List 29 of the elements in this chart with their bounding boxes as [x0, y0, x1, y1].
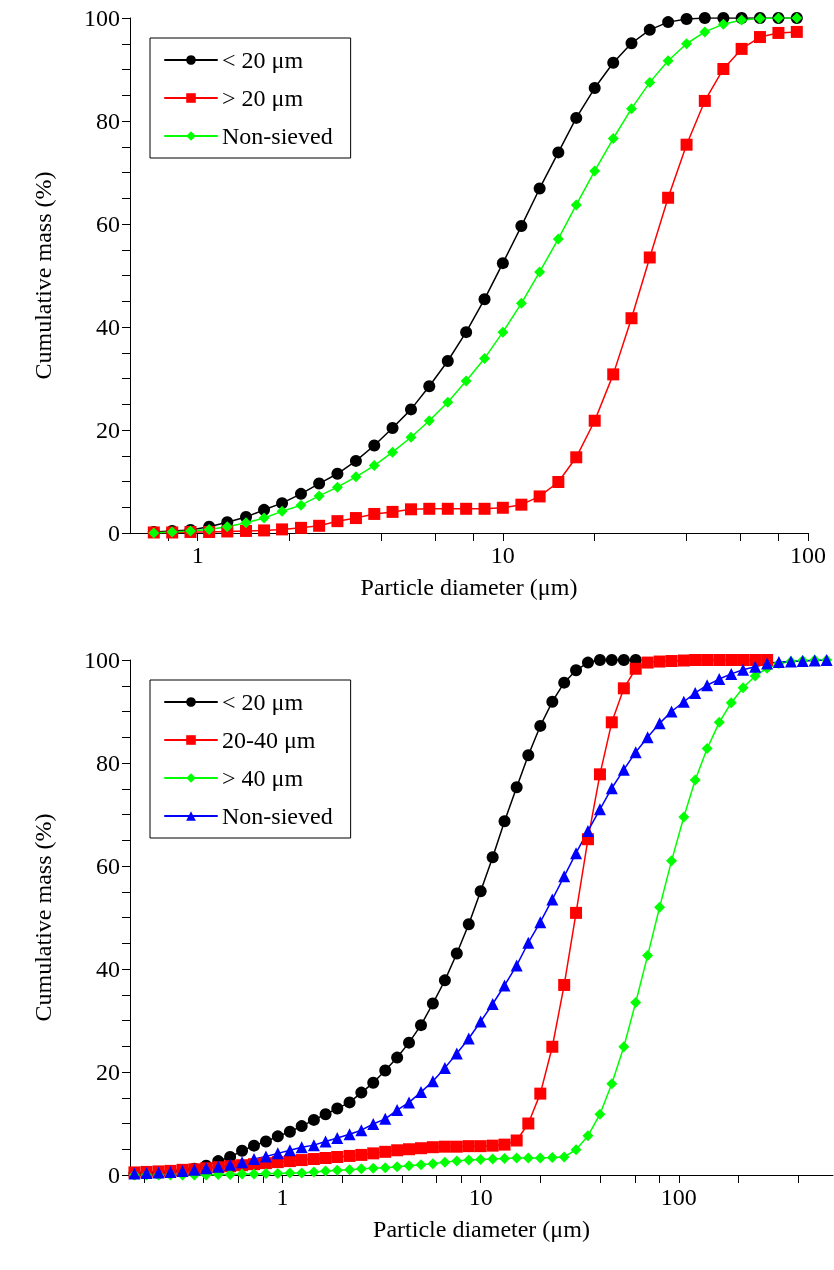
legend-label: 20-40 μm	[222, 727, 316, 753]
x-tick-label: 10	[490, 542, 515, 568]
y-tick-label: 100	[84, 647, 120, 673]
y-tick-label: 60	[96, 211, 120, 237]
y-axis-title: Cumulative mass (%)	[30, 813, 56, 1022]
y-tick-label: 40	[96, 956, 120, 982]
x-tick-label: 100	[660, 1184, 697, 1210]
legend-label: Non-sieved	[222, 123, 333, 149]
y-tick-label: 100	[84, 5, 120, 31]
legend-label: Non-sieved	[222, 803, 333, 829]
y-axis-title: Cumulative mass (%)	[30, 171, 56, 380]
x-tick-label: 1	[191, 542, 204, 568]
x-tick-label: 100	[790, 542, 826, 568]
y-tick-label: 80	[96, 750, 120, 776]
legend-label: < 20 μm	[222, 689, 304, 715]
y-tick-label: 20	[96, 417, 120, 443]
y-tick-label: 80	[96, 108, 120, 134]
x-axis-title: Particle diameter (μm)	[373, 1216, 590, 1242]
y-tick-label: 0	[108, 1162, 120, 1188]
legend-label: > 40 μm	[222, 765, 304, 791]
x-axis-title: Particle diameter (μm)	[360, 574, 578, 600]
y-tick-label: 0	[108, 520, 120, 546]
legend-label: < 20 μm	[222, 47, 304, 73]
x-tick-label: 1	[276, 1184, 289, 1210]
y-tick-label: 60	[96, 853, 120, 879]
y-tick-label: 20	[96, 1059, 120, 1085]
x-tick-label: 10	[468, 1184, 493, 1210]
legend-label: > 20 μm	[222, 85, 304, 111]
y-tick-label: 40	[96, 314, 120, 340]
